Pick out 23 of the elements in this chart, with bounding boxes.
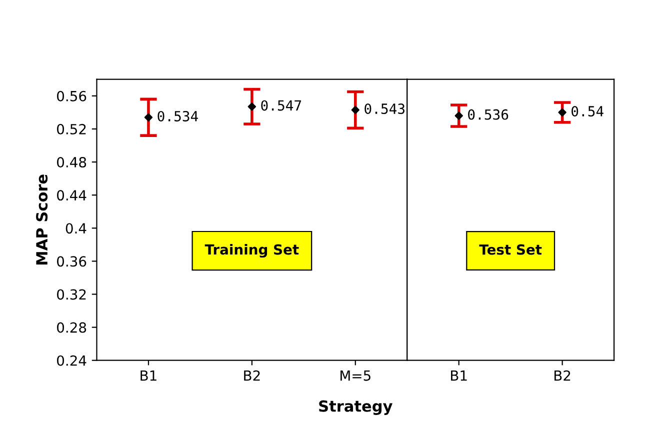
x-tick-label: B1	[140, 370, 156, 381]
data-label: 0.534	[158, 110, 198, 122]
data-label: 0.536	[468, 109, 508, 120]
annotation: Test Set	[479, 244, 542, 255]
y-tick-label: 0.56	[57, 90, 86, 102]
x-tick-label: B2	[554, 370, 570, 381]
data-label: 0.547	[261, 100, 302, 111]
y-tick-label: 0.52	[57, 124, 86, 134]
y-axis-title: MAP Score	[36, 174, 48, 264]
annotation: Training Set	[204, 244, 299, 258]
y-tick-label: 0.4	[66, 223, 86, 234]
data-label: 0.543	[364, 104, 404, 114]
x-tick-label: M=5	[340, 370, 370, 381]
y-tick-label: 0.44	[57, 190, 86, 201]
y-tick-label: 0.36	[57, 256, 86, 267]
x-tick-label: B1	[451, 370, 467, 381]
y-tick-label: 0.32	[57, 289, 86, 300]
y-tick-label: 0.28	[57, 322, 86, 333]
data-label: 0.54	[572, 106, 604, 116]
y-tick-label: 0.24	[57, 355, 86, 366]
y-tick-label: 0.48	[57, 156, 86, 168]
x-axis-title: Strategy	[319, 400, 392, 415]
x-tick-label: B2	[244, 370, 260, 381]
